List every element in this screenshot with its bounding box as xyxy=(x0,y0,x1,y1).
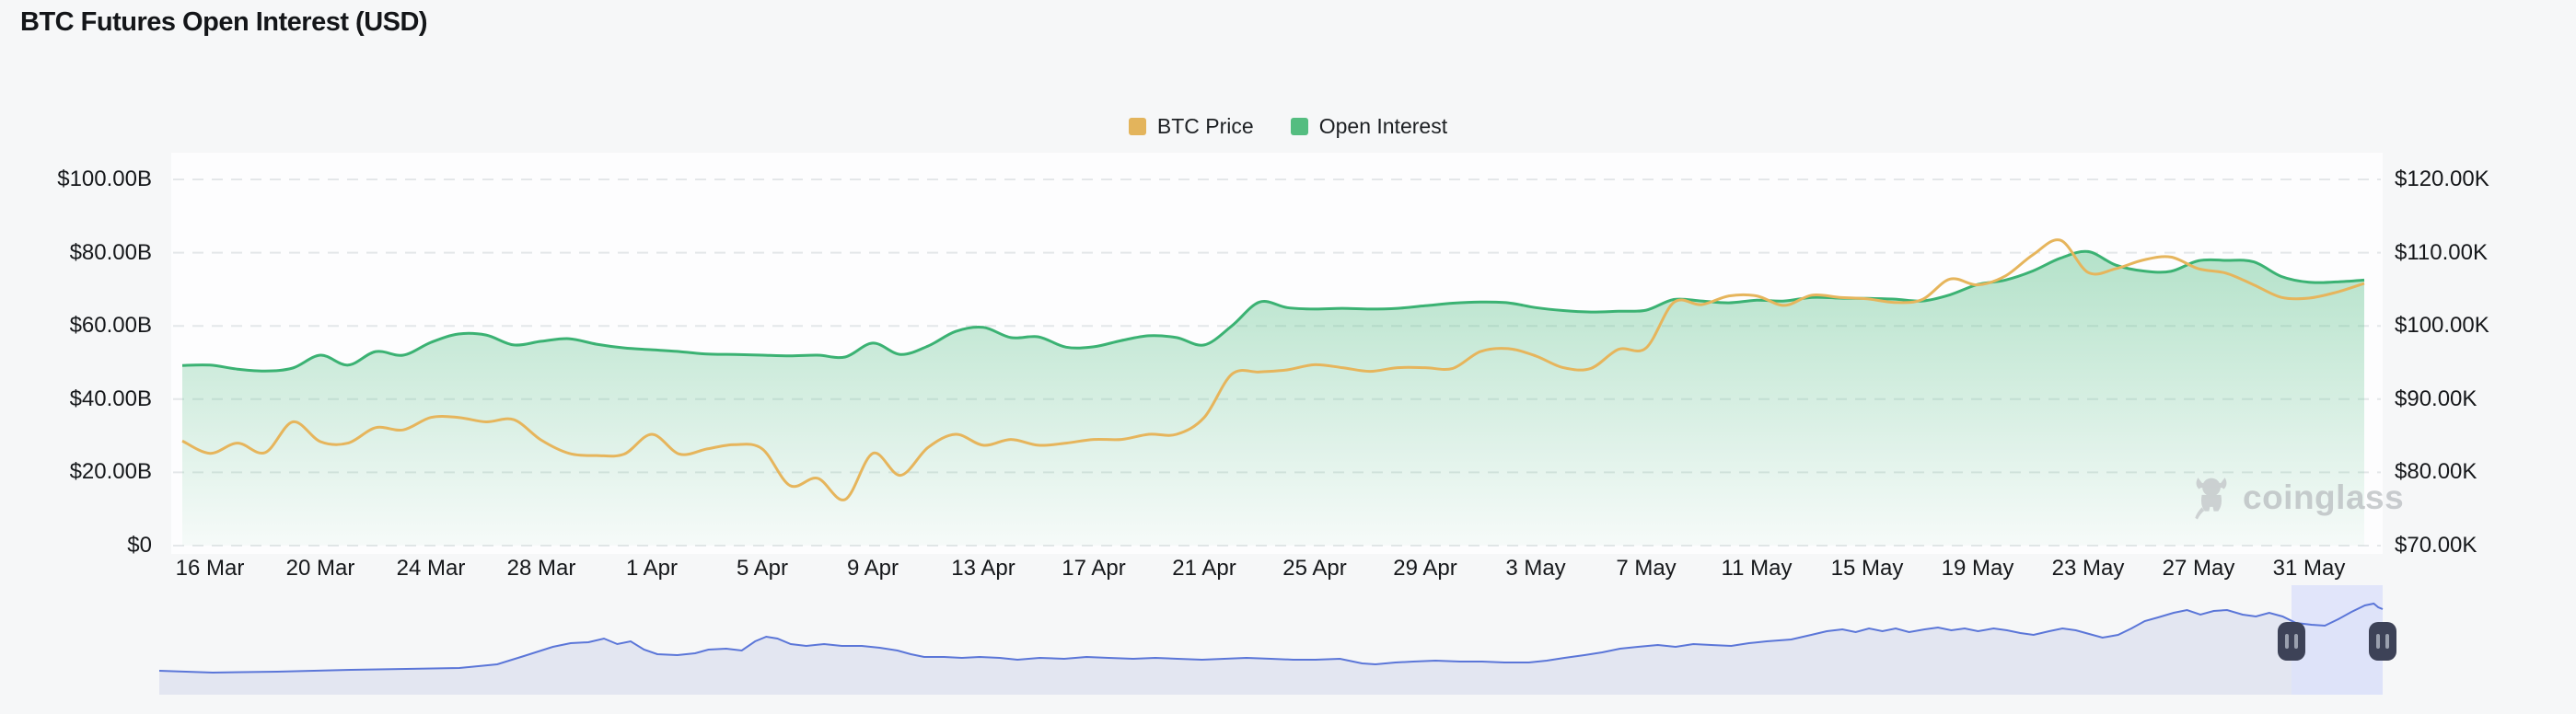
x-axis-tick-16: 19 May xyxy=(1941,556,2014,581)
btc-price-line xyxy=(181,238,2365,501)
x-axis-tick-15: 15 May xyxy=(1830,556,1904,581)
right-axis-tick-3: $90.00K xyxy=(2395,386,2477,411)
right-axis-tick-5: $70.00K xyxy=(2395,533,2477,558)
legend-item-btc-price[interactable]: BTC Price xyxy=(1128,114,1254,139)
x-axis-tick-11: 29 Apr xyxy=(1393,556,1457,581)
navigator-left-handle[interactable] xyxy=(2277,622,2305,661)
x-axis-tick-18: 27 May xyxy=(2162,556,2235,581)
legend-item-open-interest[interactable]: Open Interest xyxy=(1290,114,1448,139)
watermark-text: coinglass xyxy=(2243,478,2405,516)
btc-price-swatch-icon xyxy=(1128,118,1146,135)
open-interest-swatch-icon xyxy=(1290,118,1308,135)
left-axis-tick-1: $80.00B xyxy=(69,239,152,265)
navigator-sparkline xyxy=(158,602,2384,674)
right-axis-tick-2: $100.00K xyxy=(2395,313,2489,339)
navigator-selection-band[interactable] xyxy=(2291,585,2383,695)
x-axis-tick-9: 21 Apr xyxy=(1172,556,1236,581)
chart-legend: BTC Price Open Interest xyxy=(0,114,2576,139)
coinglass-bull-icon xyxy=(2195,478,2227,520)
x-axis-tick-12: 3 May xyxy=(1505,556,1566,581)
legend-label-open-interest: Open Interest xyxy=(1318,114,1448,138)
open-interest-area xyxy=(182,251,2364,546)
legend-label-btc-price: BTC Price xyxy=(1156,114,1254,138)
navigator-area[interactable] xyxy=(159,604,2383,695)
right-axis-tick-4: $80.00K xyxy=(2395,459,2477,485)
x-axis-tick-13: 7 May xyxy=(1616,556,1677,581)
open-interest-line xyxy=(181,249,2365,373)
plot-area[interactable] xyxy=(182,179,2364,546)
left-axis-tick-0: $100.00B xyxy=(57,167,152,191)
coinglass-watermark: coinglass xyxy=(2189,475,2404,521)
left-axis-tick-2: $60.00B xyxy=(69,313,152,339)
x-axis-tick-2: 24 Mar xyxy=(396,556,466,581)
left-axis-tick-4: $20.00B xyxy=(69,459,152,485)
x-axis-tick-0: 16 Mar xyxy=(175,556,245,581)
x-axis-tick-4: 1 Apr xyxy=(625,556,679,581)
x-axis-tick-17: 23 May xyxy=(2051,556,2125,581)
x-axis-tick-3: 28 Mar xyxy=(506,556,576,581)
navigator-right-handle[interactable] xyxy=(2369,622,2396,661)
x-axis-tick-1: 20 Mar xyxy=(285,556,355,581)
page-title: BTC Futures Open Interest (USD) xyxy=(20,7,428,37)
x-axis-tick-5: 5 Apr xyxy=(736,556,789,581)
x-axis-tick-10: 25 Apr xyxy=(1282,556,1347,581)
x-axis-tick-7: 13 Apr xyxy=(951,556,1015,581)
x-axis-tick-8: 17 Apr xyxy=(1062,556,1126,581)
right-axis-tick-1: $110.00K xyxy=(2395,239,2488,265)
left-axis-tick-5: $0 xyxy=(127,533,152,558)
x-axis-tick-6: 9 Apr xyxy=(846,556,899,581)
x-axis-tick-14: 11 May xyxy=(1721,556,1793,581)
left-axis-tick-3: $40.00B xyxy=(69,386,152,411)
x-axis-tick-19: 31 May xyxy=(2272,556,2346,581)
right-axis-tick-0: $120.00K xyxy=(2395,167,2489,191)
